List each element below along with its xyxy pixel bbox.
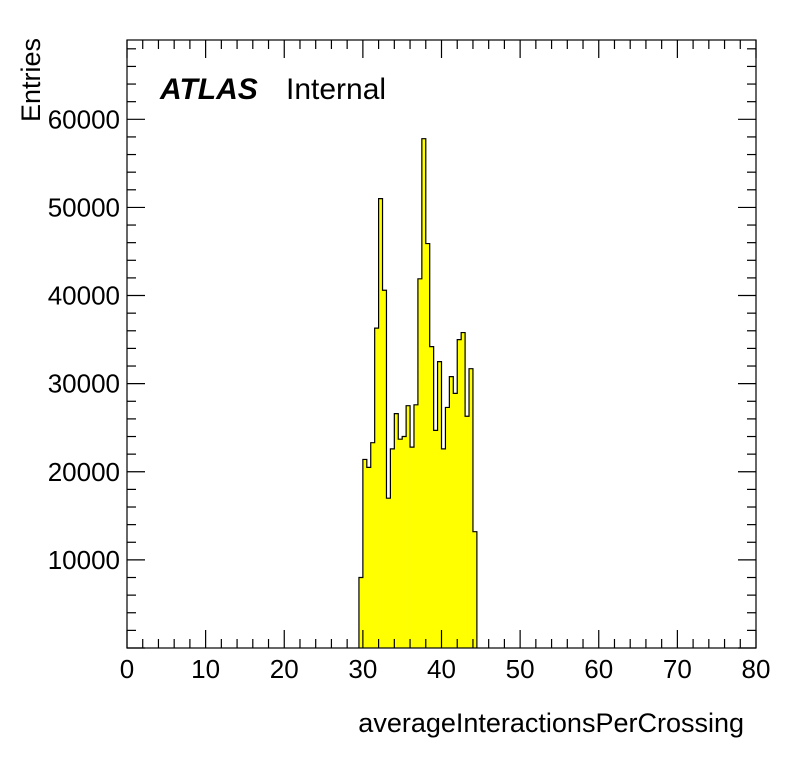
histogram-bar bbox=[398, 439, 403, 648]
y-tick-label: 20000 bbox=[48, 457, 120, 487]
y-tick-label: 30000 bbox=[48, 369, 120, 399]
y-tick-labels: 10000 20000 30000 40000 50000 60000 bbox=[48, 104, 120, 575]
x-axis-title: averageInteractionsPerCrossing bbox=[358, 708, 744, 738]
y-tick-label: 50000 bbox=[48, 192, 120, 222]
histogram-bar bbox=[406, 405, 411, 648]
x-tick-label: 20 bbox=[270, 654, 299, 684]
histogram-bar bbox=[382, 290, 387, 648]
histogram-bar bbox=[366, 467, 372, 648]
x-tick-labels: 0 10 20 30 40 50 60 70 80 bbox=[120, 654, 771, 684]
y-tick-label: 40000 bbox=[48, 281, 120, 311]
histogram-bar bbox=[449, 376, 454, 648]
histogram-bar bbox=[433, 430, 438, 648]
x-tick-label: 30 bbox=[348, 654, 377, 684]
histogram-bar bbox=[469, 368, 474, 648]
histogram-bar bbox=[465, 416, 470, 648]
y-tick-label: 60000 bbox=[48, 104, 120, 134]
histogram-outline bbox=[358, 138, 478, 648]
x-tick-label: 50 bbox=[506, 654, 535, 684]
y-axis-title: Entries bbox=[16, 38, 46, 122]
x-tick-label: 0 bbox=[120, 654, 134, 684]
x-tick-label: 80 bbox=[742, 654, 771, 684]
y-tick-label: 10000 bbox=[48, 545, 120, 575]
histogram-bar bbox=[378, 198, 383, 648]
histogram-bar bbox=[425, 243, 431, 648]
histogram-bar bbox=[413, 404, 419, 648]
histogram-bar bbox=[374, 328, 379, 648]
x-tick-label: 60 bbox=[584, 654, 613, 684]
x-tick-label: 70 bbox=[663, 654, 692, 684]
histogram-bar bbox=[390, 448, 395, 648]
histogram-bar bbox=[358, 577, 364, 648]
histogram-bar bbox=[410, 447, 415, 648]
histogram-bar bbox=[441, 448, 446, 648]
histogram-bar bbox=[457, 339, 462, 648]
histogram-bar bbox=[429, 346, 434, 648]
histogram-bar bbox=[402, 436, 407, 648]
x-tick-label: 10 bbox=[191, 654, 220, 684]
histogram-bar bbox=[453, 393, 458, 648]
axis-ticks bbox=[126, 40, 757, 649]
histogram-bar bbox=[370, 442, 375, 648]
histogram-bar bbox=[472, 531, 478, 648]
histogram-bar bbox=[421, 138, 427, 648]
internal-label: Internal bbox=[286, 73, 386, 106]
histogram-bar bbox=[417, 278, 423, 648]
histogram-bar bbox=[445, 407, 450, 648]
histogram-bar bbox=[437, 361, 442, 648]
atlas-label: ATLAS bbox=[159, 73, 258, 106]
histogram-bar bbox=[362, 459, 368, 648]
histogram-bar bbox=[394, 413, 399, 648]
x-tick-label: 40 bbox=[427, 654, 456, 684]
histogram-bars bbox=[358, 138, 478, 648]
histogram-bar bbox=[386, 498, 391, 648]
histogram-bar bbox=[461, 332, 466, 648]
